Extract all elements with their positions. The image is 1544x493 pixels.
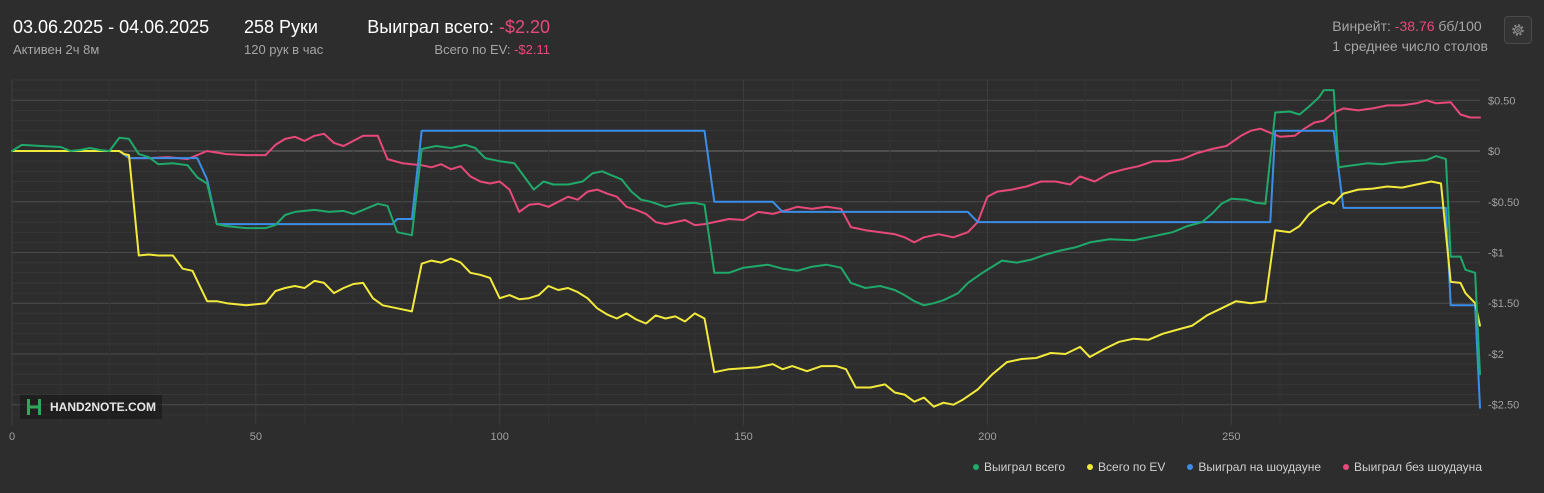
ev-total-value: -$2.11 bbox=[514, 42, 550, 57]
y-tick-label: $0 bbox=[1488, 146, 1500, 158]
profit-chart: $0.50 $0 -$0.50 -$1 -$1.50 -$2 -$2.50 0 50 100 15… bbox=[9, 79, 1519, 443]
y-tick-label: -$2.50 bbox=[1488, 400, 1519, 412]
winrate-label: Винрейт: bbox=[1332, 18, 1391, 34]
showdown-series-line bbox=[11, 129, 1481, 409]
hands-info: 258 Руки 120 рук в час bbox=[244, 16, 323, 58]
winrate-unit: бб/100 bbox=[1438, 18, 1482, 34]
x-tick-label: 200 bbox=[978, 431, 996, 443]
winrate-value: -38.76 bbox=[1394, 18, 1435, 34]
winrate-info: Винрейт: -38.76 бб/100 1 среднее число с… bbox=[1332, 18, 1488, 54]
legend-label: Выиграл без шоудауна bbox=[1354, 460, 1482, 474]
y-tick-label: -$2 bbox=[1488, 349, 1504, 361]
chart-grid bbox=[11, 79, 1480, 425]
won-series-line bbox=[11, 89, 1481, 376]
settings-button[interactable] bbox=[1504, 16, 1532, 44]
ev-series-line bbox=[11, 150, 1481, 408]
date-range: 03.06.2025 - 04.06.2025 bbox=[13, 17, 210, 37]
x-tick-label: 100 bbox=[491, 431, 509, 443]
stats-header: 03.06.2025 - 04.06.2025 Активен 2ч 8м 25… bbox=[0, 0, 1544, 70]
ev-total: Всего по EV: -$2.11 bbox=[362, 42, 550, 58]
y-tick-label: -$1 bbox=[1488, 248, 1504, 260]
legend-item-won[interactable]: Выиграл всего bbox=[972, 460, 1066, 474]
logo-text: HAND2NOTE.COM bbox=[50, 400, 157, 414]
legend-item-ev[interactable]: Всего по EV bbox=[1087, 460, 1165, 474]
y-tick-label: $0.50 bbox=[1488, 95, 1516, 107]
x-tick-label: 50 bbox=[250, 431, 262, 443]
non-showdown-series-line bbox=[11, 99, 1481, 244]
y-axis: $0.50 $0 -$0.50 -$1 -$1.50 -$2 -$2.50 bbox=[1488, 95, 1519, 411]
legend-item-showdown[interactable]: Выиграл на шоудауне bbox=[1187, 460, 1321, 474]
logo-mark-icon bbox=[27, 399, 41, 415]
hands-count: 258 Руки bbox=[244, 17, 318, 37]
legend-dot bbox=[972, 464, 979, 470]
tables-count: 1 среднее число столов bbox=[1332, 38, 1488, 54]
hands-per-hour: 120 рук в час bbox=[244, 42, 324, 57]
hand2note-logo: HAND2NOTE.COM bbox=[20, 395, 163, 419]
session-info: 03.06.2025 - 04.06.2025 Активен 2ч 8м bbox=[13, 16, 209, 58]
legend-item-non-showdown[interactable]: Выиграл без шоудауна bbox=[1343, 460, 1482, 474]
active-time: Активен 2ч 8м bbox=[13, 42, 100, 57]
chart-legend: Выиграл всего Всего по EV Выиграл на шоу… bbox=[972, 460, 1482, 474]
ev-total-label: Всего по EV: bbox=[434, 42, 511, 57]
legend-dot bbox=[1187, 464, 1194, 470]
won-total: Выиграл всего: -$2.20 bbox=[362, 16, 550, 38]
legend-label: Всего по EV bbox=[1098, 460, 1166, 474]
y-tick-label: -$1.50 bbox=[1488, 298, 1519, 310]
x-tick-label: 0 bbox=[9, 431, 15, 443]
y-tick-label: -$0.50 bbox=[1488, 197, 1519, 209]
results-info: Выиграл всего: -$2.20 Всего по EV: -$2.1… bbox=[362, 16, 550, 58]
legend-dot bbox=[1343, 464, 1349, 470]
legend-label: Выиграл на шоудауне bbox=[1198, 460, 1321, 474]
won-total-value: -$2.20 bbox=[498, 17, 550, 37]
winrate: Винрейт: -38.76 бб/100 bbox=[1332, 18, 1488, 34]
x-axis: 0 50 100 150 200 250 bbox=[9, 431, 1241, 443]
gear-icon bbox=[1512, 24, 1524, 36]
legend-dot bbox=[1087, 464, 1094, 470]
series-lines bbox=[11, 89, 1481, 409]
x-tick-label: 150 bbox=[734, 431, 752, 443]
legend-label: Выиграл всего bbox=[983, 460, 1066, 474]
x-tick-label: 250 bbox=[1222, 431, 1240, 443]
won-total-label: Выиграл всего: bbox=[367, 17, 494, 37]
